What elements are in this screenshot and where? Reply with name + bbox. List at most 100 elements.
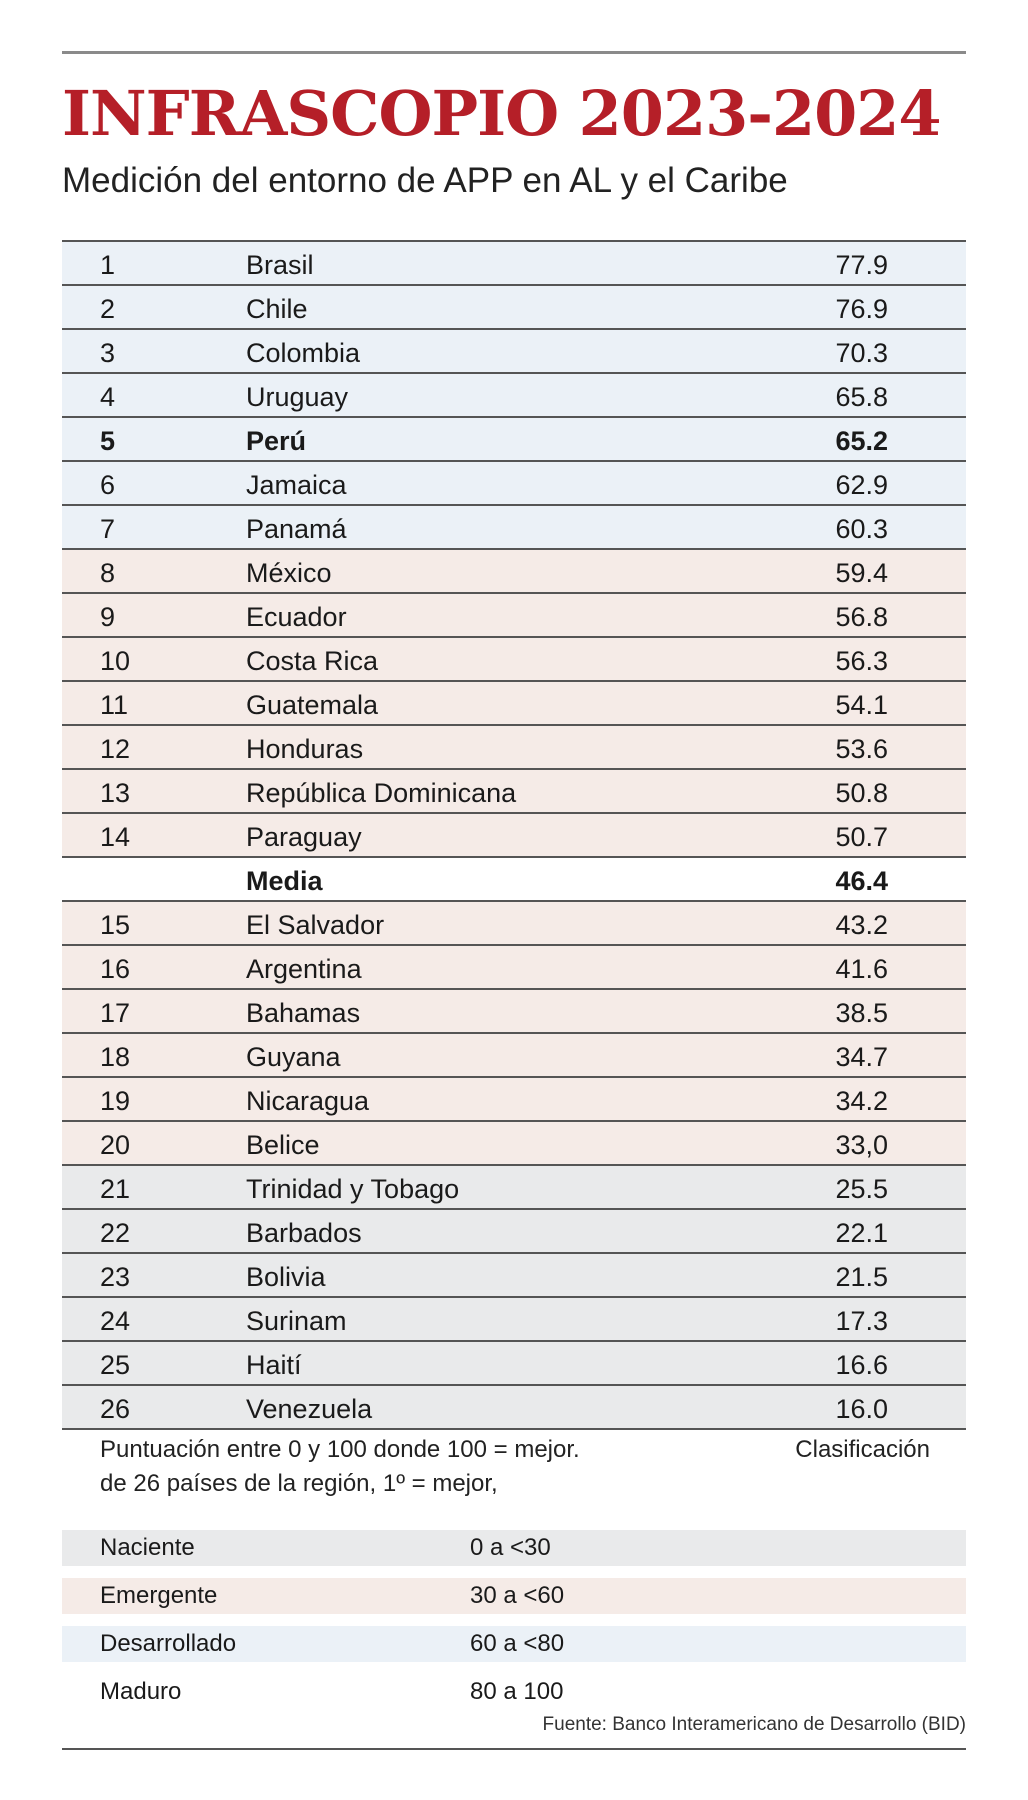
score-cell: 16.0 bbox=[835, 1394, 888, 1424]
score-cell: 43.2 bbox=[835, 910, 888, 940]
rank-cell: 25 bbox=[100, 1350, 131, 1380]
classification-title: Clasificación bbox=[795, 1436, 930, 1463]
rank-cell: 13 bbox=[100, 778, 131, 808]
score-cell: 59.4 bbox=[835, 558, 888, 588]
table-row: 17 Bahamas 38.5 bbox=[62, 990, 966, 1034]
score-cell: 41.6 bbox=[835, 954, 888, 984]
country-cell: Colombia bbox=[246, 338, 361, 368]
country-cell: Bahamas bbox=[246, 998, 361, 1028]
legend-range: 0 a <30 bbox=[470, 1534, 551, 1561]
top-rule bbox=[62, 51, 966, 54]
table-row: 16 Argentina 41.6 bbox=[62, 946, 966, 990]
score-cell: 60.3 bbox=[835, 514, 888, 544]
score-cell: 22.1 bbox=[835, 1218, 888, 1248]
country-cell: Haití bbox=[246, 1350, 302, 1380]
legend-range: 30 a <60 bbox=[470, 1582, 565, 1609]
legend-name: Maduro bbox=[100, 1678, 182, 1705]
rank-cell: 3 bbox=[100, 338, 116, 368]
table-row: 23 Bolivia 21.5 bbox=[62, 1254, 966, 1298]
country-cell: Panamá bbox=[246, 514, 347, 544]
ranking-table: 1 Brasil 77.9 2 Chile 76.9 3 Colombia 70.3 4 Urugu… bbox=[62, 240, 966, 1430]
country-cell: Guatemala bbox=[246, 690, 379, 720]
country-cell: Barbados bbox=[246, 1218, 362, 1248]
rank-cell: 17 bbox=[100, 998, 131, 1028]
rank-cell: 2 bbox=[100, 294, 116, 324]
score-cell: 21.5 bbox=[835, 1262, 888, 1292]
country-cell: Chile bbox=[246, 294, 308, 324]
table-row: 11 Guatemala 54.1 bbox=[62, 682, 966, 726]
legend-row-desarrollado: Desarrollado 60 a <80 bbox=[62, 1626, 966, 1662]
score-cell: 56.3 bbox=[835, 646, 888, 676]
scoring-note-line-2: de 26 países de la región, 1º = mejor, bbox=[100, 1470, 498, 1497]
rank-cell: 8 bbox=[100, 558, 116, 588]
table-row: 21 Trinidad y Tobago 25.5 bbox=[62, 1166, 966, 1210]
score-cell: 77.9 bbox=[835, 250, 888, 280]
table-row: 2 Chile 76.9 bbox=[62, 286, 966, 330]
country-cell: Perú bbox=[246, 426, 307, 456]
classification-legend: Naciente 0 a <30 Emergente 30 a <60 Desarrol… bbox=[62, 1530, 966, 1722]
country-cell: Uruguay bbox=[246, 382, 349, 412]
country-cell: Nicaragua bbox=[246, 1086, 370, 1116]
country-cell: Paraguay bbox=[246, 822, 362, 852]
table-row: 10 Costa Rica 56.3 bbox=[62, 638, 966, 682]
country-cell: Jamaica bbox=[246, 470, 347, 500]
country-cell: Argentina bbox=[246, 954, 362, 984]
country-cell: Ecuador bbox=[246, 602, 347, 632]
rank-cell: 24 bbox=[100, 1306, 131, 1336]
rank-cell: 4 bbox=[100, 382, 116, 412]
legend-range: 80 a 100 bbox=[470, 1678, 564, 1705]
rank-cell: 14 bbox=[100, 822, 131, 852]
country-cell: Media bbox=[246, 866, 323, 896]
score-cell: 33,0 bbox=[835, 1130, 888, 1160]
country-cell: Trinidad y Tobago bbox=[246, 1174, 460, 1204]
table-row: 18 Guyana 34.7 bbox=[62, 1034, 966, 1078]
country-cell: Surinam bbox=[246, 1306, 347, 1336]
legend-range: 60 a <80 bbox=[470, 1630, 565, 1657]
score-cell: 17.3 bbox=[835, 1306, 888, 1336]
rank-cell: 19 bbox=[100, 1086, 131, 1116]
table-row: 12 Honduras 53.6 bbox=[62, 726, 966, 770]
page-title: INFRASCOPIO 2023-2024 bbox=[62, 77, 942, 150]
rank-cell: 10 bbox=[100, 646, 131, 676]
score-cell: 65.8 bbox=[835, 382, 888, 412]
table-row: 8 México 59.4 bbox=[62, 550, 966, 594]
rank-cell: 1 bbox=[100, 250, 116, 280]
score-cell: 38.5 bbox=[835, 998, 888, 1028]
rank-cell: 5 bbox=[100, 426, 116, 456]
score-cell: 16.6 bbox=[835, 1350, 888, 1380]
table-row: 15 El Salvador 43.2 bbox=[62, 902, 966, 946]
rank-cell: 18 bbox=[100, 1042, 131, 1072]
bottom-rule bbox=[62, 1748, 966, 1750]
score-cell: 76.9 bbox=[835, 294, 888, 324]
rank-cell: 21 bbox=[100, 1174, 131, 1204]
rank-cell: 23 bbox=[100, 1262, 131, 1292]
country-cell: Honduras bbox=[246, 734, 364, 764]
rank-cell: 20 bbox=[100, 1130, 131, 1160]
scoring-note-line-1: Puntuación entre 0 y 100 donde 100 = mej… bbox=[100, 1436, 580, 1463]
score-cell: 34.7 bbox=[835, 1042, 888, 1072]
legend-row-emergente: Emergente 30 a <60 bbox=[62, 1578, 966, 1614]
table-row: 4 Uruguay 65.8 bbox=[62, 374, 966, 418]
legend-row-naciente: Naciente 0 a <30 bbox=[62, 1530, 966, 1566]
rank-cell: 16 bbox=[100, 954, 131, 984]
table-row: 6 Jamaica 62.9 bbox=[62, 462, 966, 506]
table-row: 24 Surinam 17.3 bbox=[62, 1298, 966, 1342]
score-cell: 50.7 bbox=[835, 822, 888, 852]
table-row: 5 Perú 65.2 bbox=[62, 418, 966, 462]
table-row: 14 Paraguay 50.7 bbox=[62, 814, 966, 858]
rank-cell: 9 bbox=[100, 602, 116, 632]
country-cell: Guyana bbox=[246, 1042, 341, 1072]
legend-name: Emergente bbox=[100, 1582, 218, 1609]
rank-cell: 6 bbox=[100, 470, 116, 500]
scoring-note: Puntuación entre 0 y 100 donde 100 = mej… bbox=[100, 1433, 580, 1501]
table-row: 7 Panamá 60.3 bbox=[62, 506, 966, 550]
table-row: 13 República Dominicana 50.8 bbox=[62, 770, 966, 814]
table-row: 1 Brasil 77.9 bbox=[62, 242, 966, 286]
rank-cell: 26 bbox=[100, 1394, 131, 1424]
legend-row-maduro: Maduro 80 a 100 bbox=[62, 1674, 966, 1710]
table-row: 19 Nicaragua 34.2 bbox=[62, 1078, 966, 1122]
score-cell: 46.4 bbox=[835, 866, 888, 896]
rank-cell: 11 bbox=[100, 690, 129, 720]
rank-cell: 15 bbox=[100, 910, 131, 940]
score-cell: 70.3 bbox=[835, 338, 888, 368]
